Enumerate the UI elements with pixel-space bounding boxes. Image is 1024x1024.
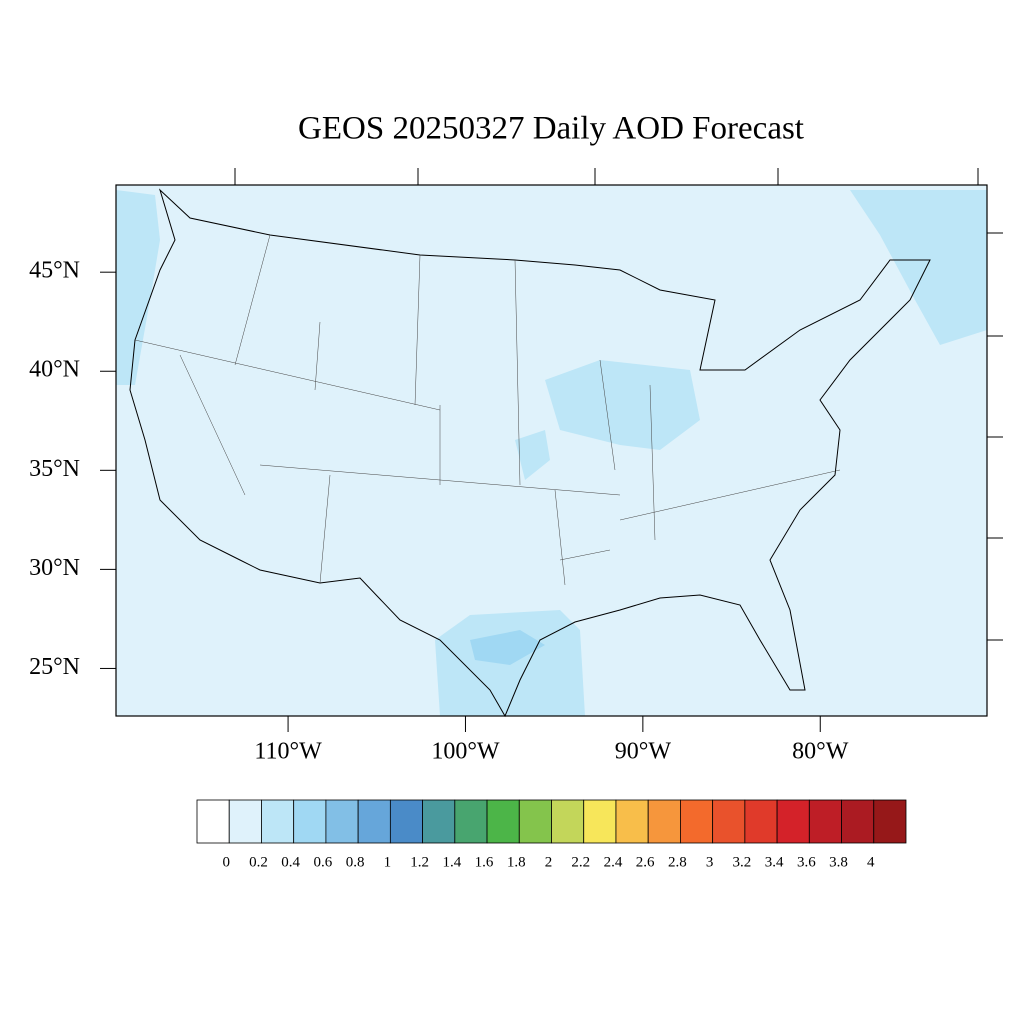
colorbar-box <box>551 799 585 844</box>
colorbar-label: 2.4 <box>604 854 623 870</box>
colorbar-label: 1 <box>384 854 392 870</box>
colorbar-box <box>680 799 714 844</box>
coastline <box>129 188 931 718</box>
colorbar-box <box>357 799 391 844</box>
colorbar-label: 0.8 <box>346 854 365 870</box>
colorbar-box <box>776 799 810 844</box>
colorbar-box <box>583 799 617 844</box>
lon-tick-label: 80°W <box>792 739 849 765</box>
lon-tick-label: 110°W <box>254 739 322 765</box>
axis-ticks: 45°N 40°N 35°N 30°N 25°N 110°W 100°W 90°W 80°W <box>29 258 849 765</box>
colorbar-label: 3.8 <box>829 854 848 870</box>
colorbar-box <box>873 799 907 844</box>
colorbar-box <box>196 799 230 844</box>
lat-tick-label: 35°N <box>29 456 80 482</box>
colorbar-label: 2 <box>545 854 553 870</box>
aod-patch <box>116 190 160 385</box>
colorbar-label: 3 <box>706 854 714 870</box>
colorbar-box <box>647 799 681 844</box>
aod-patch <box>545 360 700 450</box>
colorbar-box <box>422 799 456 844</box>
state-borders <box>134 234 841 586</box>
colorbar-box <box>712 799 746 844</box>
colorbar-box <box>261 799 295 844</box>
map-frame <box>115 184 988 717</box>
colorbar-label: 0.4 <box>281 854 300 870</box>
colorbar-box <box>454 799 488 844</box>
colorbar-label: 0.6 <box>314 854 333 870</box>
colorbar-label: 3.4 <box>765 854 784 870</box>
colorbar: 0 0.2 0.4 0.6 0.8 1 1.2 1.4 1.6 1.8 2 2.2 2.4 2.6 2.8 3… <box>196 799 907 870</box>
colorbar-label: 4 <box>867 854 875 870</box>
aod-patch <box>515 430 550 480</box>
colorbar-box <box>389 799 423 844</box>
map-title: GEOS 20250327 Daily AOD Forecast <box>298 111 804 147</box>
colorbar-label: 1.2 <box>410 854 429 870</box>
colorbar-box <box>228 799 262 844</box>
colorbar-box <box>486 799 520 844</box>
colorbar-box <box>808 799 842 844</box>
lon-tick-label: 100°W <box>431 739 500 765</box>
colorbar-label: 0.2 <box>249 854 268 870</box>
colorbar-label: 0 <box>222 854 230 870</box>
lat-tick-label: 45°N <box>29 258 80 284</box>
colorbar-label: 3.6 <box>797 854 816 870</box>
colorbar-label: 1.6 <box>475 854 494 870</box>
colorbar-box <box>841 799 875 844</box>
lon-tick-label: 90°W <box>615 739 672 765</box>
colorbar-box <box>293 799 327 844</box>
aod-patch <box>470 630 545 665</box>
colorbar-label: 2.2 <box>571 854 590 870</box>
aod-patch <box>850 190 987 345</box>
lat-tick-label: 30°N <box>29 555 80 581</box>
colorbar-label: 3.2 <box>732 854 751 870</box>
colorbar-box <box>325 799 359 844</box>
colorbar-box <box>518 799 552 844</box>
colorbar-box <box>744 799 778 844</box>
lat-tick-label: 25°N <box>29 654 80 680</box>
colorbar-label: 1.4 <box>442 854 461 870</box>
colorbar-label: 1.8 <box>507 854 526 870</box>
lat-tick-label: 40°N <box>29 357 80 383</box>
colorbar-label: 2.6 <box>636 854 655 870</box>
map-panel <box>115 168 1003 718</box>
frame-ticks <box>234 168 1003 641</box>
colorbar-label: 2.8 <box>668 854 687 870</box>
colorbar-box <box>615 799 649 844</box>
